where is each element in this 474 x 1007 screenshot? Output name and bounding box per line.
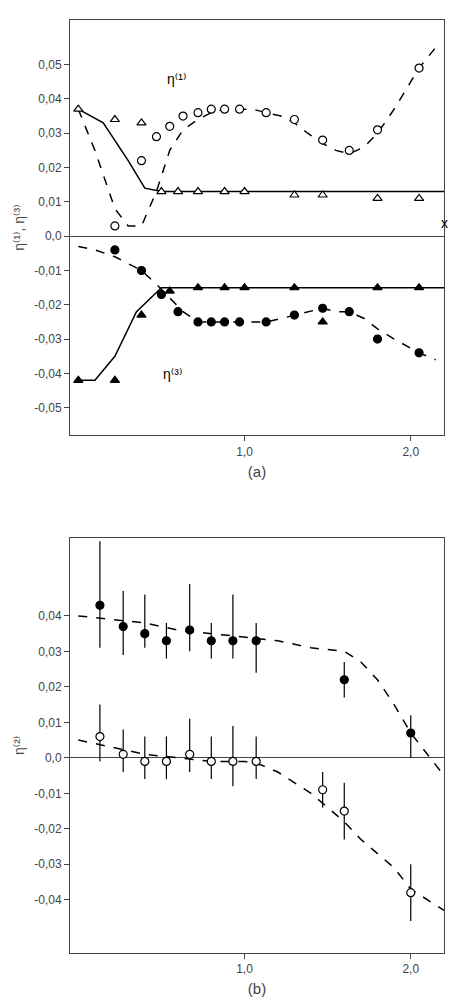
svg-text:0,04: 0,04: [38, 609, 62, 623]
svg-text:0,0: 0,0: [45, 751, 62, 765]
svg-text:(a): (a): [248, 463, 266, 480]
svg-text:2,0: 2,0: [402, 962, 419, 976]
svg-text:(b): (b): [248, 980, 266, 997]
svg-text:η⁽¹⁾: η⁽¹⁾: [167, 71, 186, 87]
svg-text:0,01: 0,01: [38, 195, 62, 209]
svg-text:-0,05: -0,05: [34, 401, 62, 415]
svg-text:0,0: 0,0: [45, 229, 62, 243]
svg-text:η⁽³⁾: η⁽³⁾: [163, 366, 182, 382]
svg-text:0,02: 0,02: [38, 680, 62, 694]
svg-text:0,05: 0,05: [38, 58, 62, 72]
svg-text:x: x: [441, 215, 448, 231]
svg-text:0,02: 0,02: [38, 161, 62, 175]
svg-text:1,0: 1,0: [236, 445, 253, 459]
svg-text:2,0: 2,0: [402, 445, 419, 459]
svg-text:0,04: 0,04: [38, 92, 62, 106]
svg-text:-0,04: -0,04: [34, 893, 62, 907]
svg-text:η⁽²⁾: η⁽²⁾: [11, 736, 27, 755]
svg-text:-0,02: -0,02: [34, 822, 62, 836]
svg-text:-0,03: -0,03: [34, 857, 62, 871]
svg-text:-0,01: -0,01: [34, 264, 62, 278]
svg-text:1,0: 1,0: [236, 962, 253, 976]
svg-text:0,01: 0,01: [38, 716, 62, 730]
svg-text:-0,03: -0,03: [34, 332, 62, 346]
svg-text:η⁽¹⁾, η⁽³⁾: η⁽¹⁾, η⁽³⁾: [11, 204, 27, 250]
svg-text:0,03: 0,03: [38, 645, 62, 659]
svg-text:-0,01: -0,01: [34, 787, 62, 801]
svg-text:-0,04: -0,04: [34, 367, 62, 381]
svg-text:-0,02: -0,02: [34, 298, 62, 312]
svg-text:0,03: 0,03: [38, 126, 62, 140]
